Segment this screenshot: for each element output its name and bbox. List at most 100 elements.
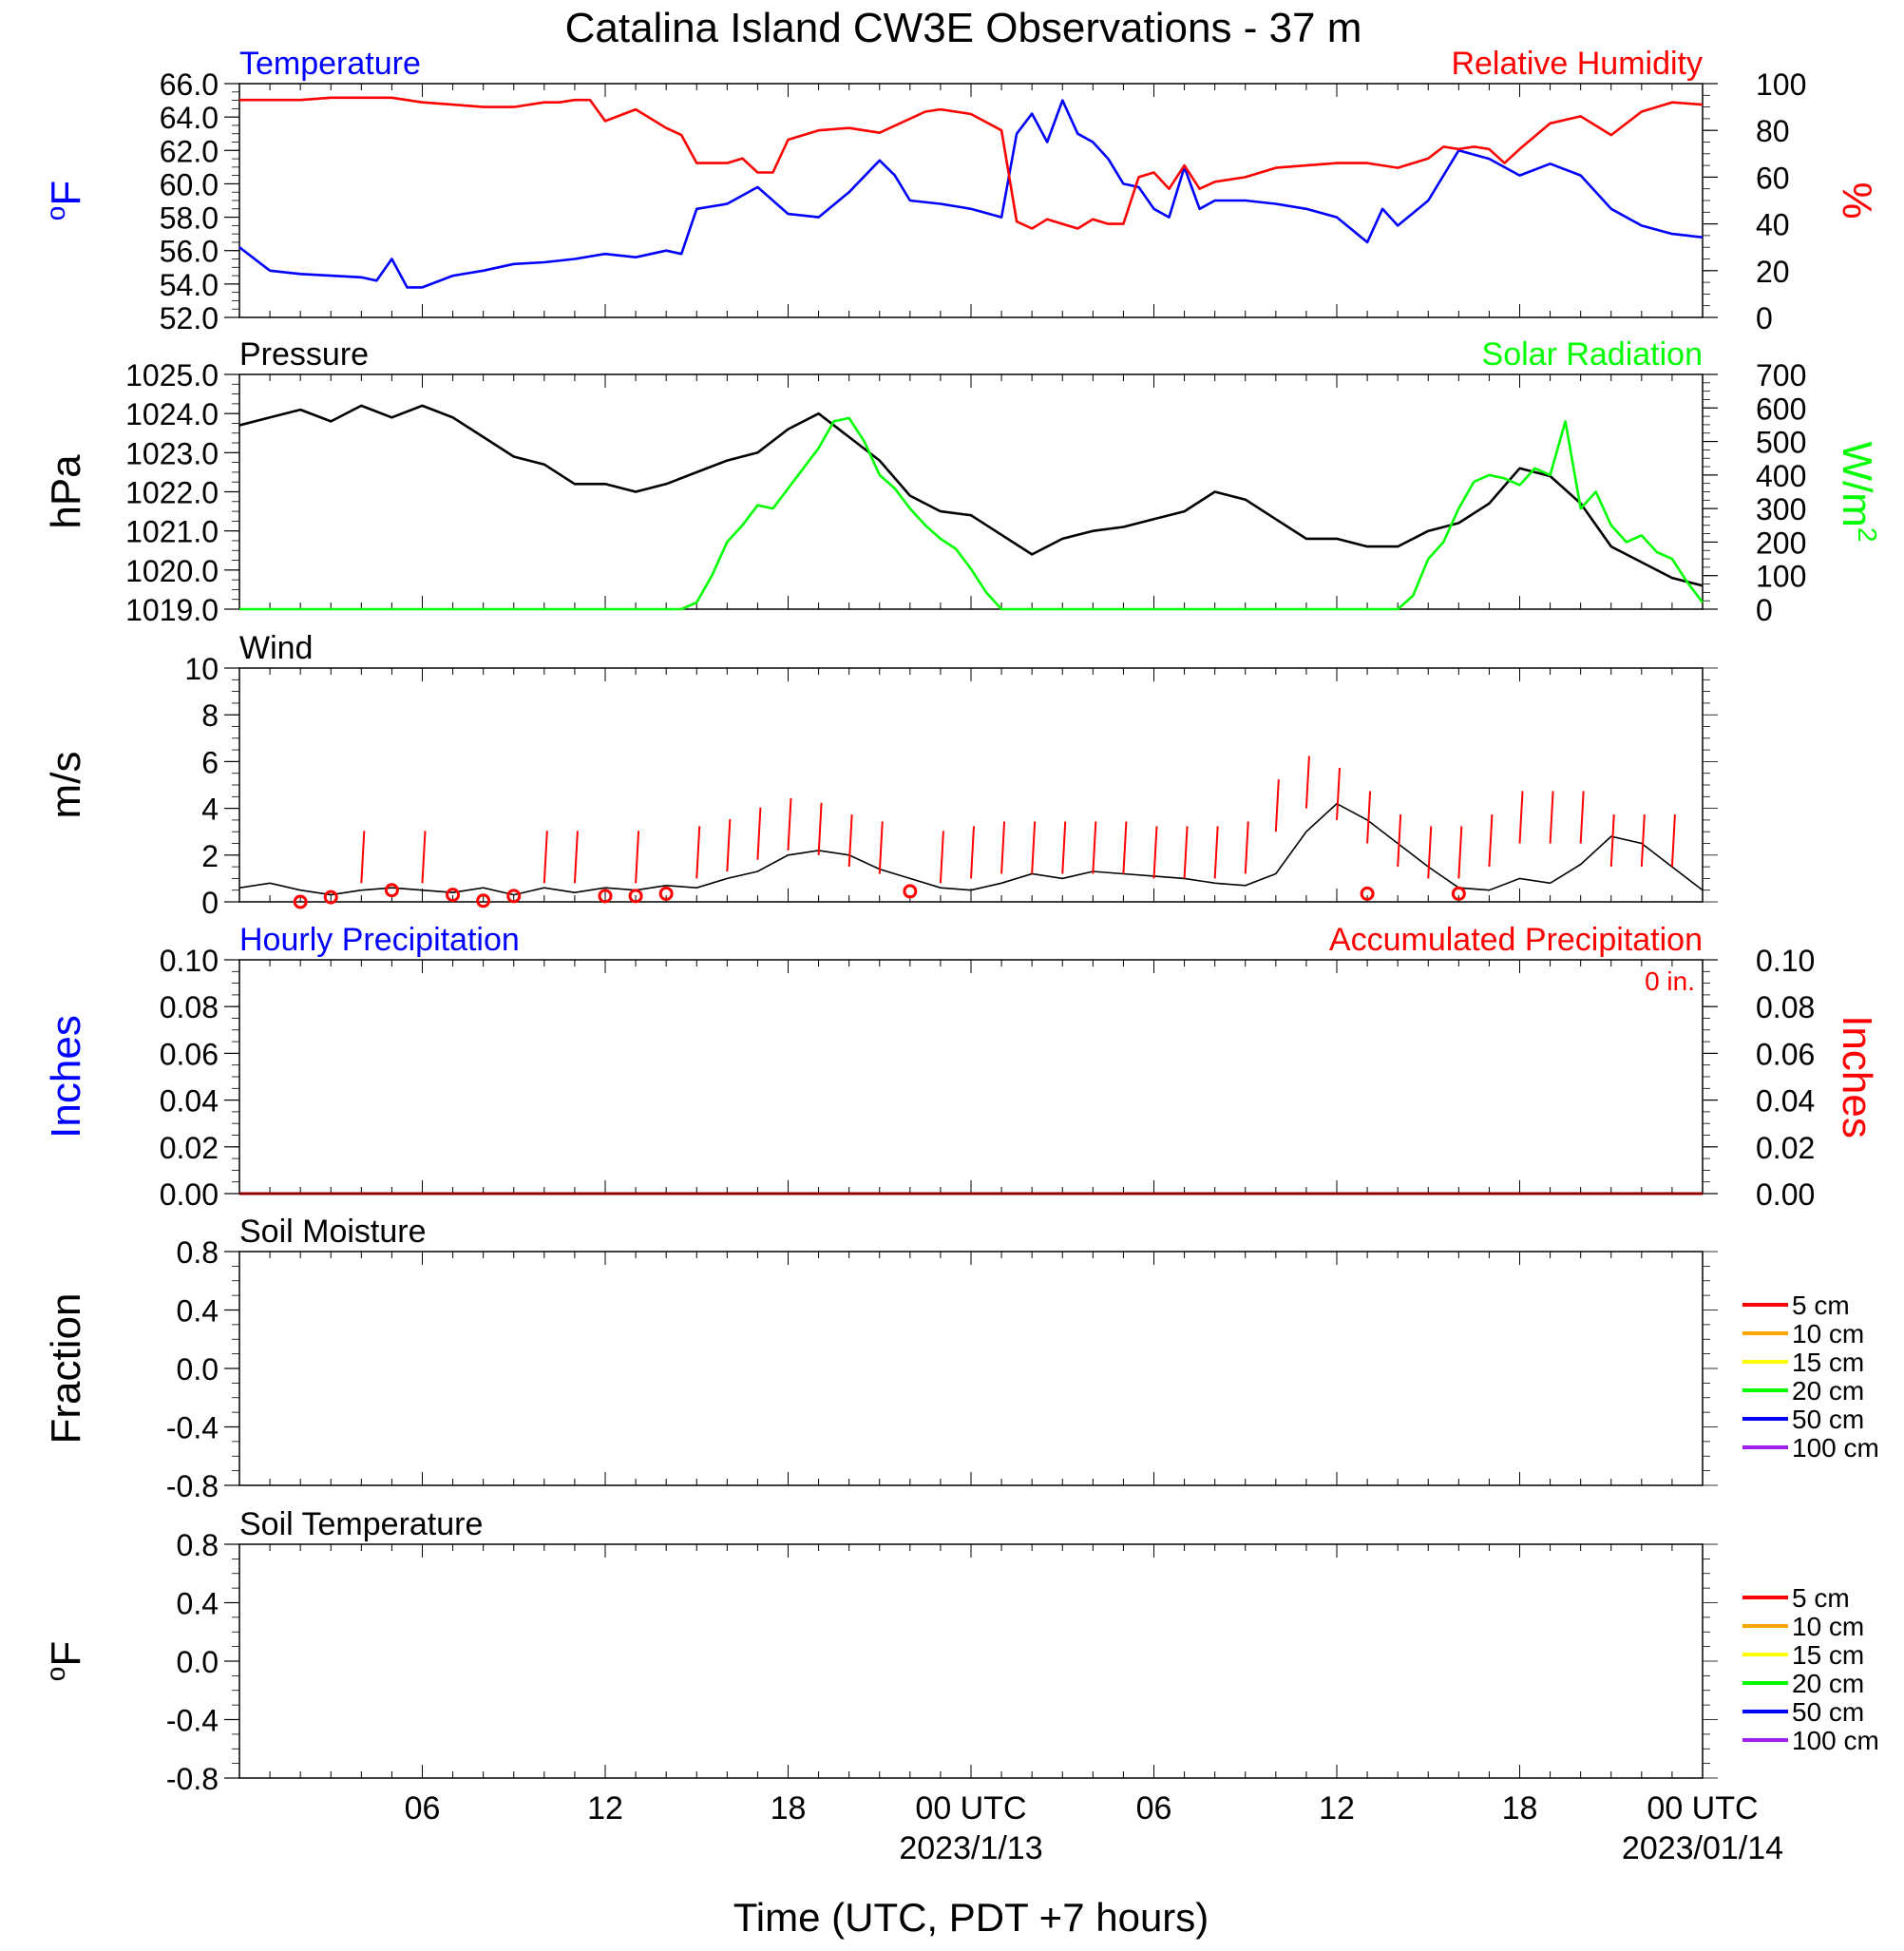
legend-label: 15 cm — [1792, 1640, 1864, 1670]
y-tick-label: 0.0 — [177, 1645, 219, 1679]
y-right-tick-label: 0.10 — [1756, 944, 1815, 978]
y-right-tick-label: 0.04 — [1756, 1084, 1815, 1119]
panel-frame — [238, 83, 1704, 318]
wind-barb — [1304, 756, 1310, 809]
legend-label: 100 cm — [1792, 1433, 1879, 1463]
y-right-tick-label: 0.00 — [1756, 1177, 1815, 1212]
y-tick-label: 0.06 — [160, 1037, 219, 1071]
legend-label: 20 cm — [1792, 1376, 1864, 1406]
y-right-tick-label: 500 — [1756, 426, 1806, 460]
legend-label: 10 cm — [1792, 1612, 1864, 1641]
x-tick-label: 18 — [771, 1790, 807, 1827]
wind-barb — [1427, 826, 1433, 879]
y-tick-label: 0 — [201, 886, 219, 920]
calm-marker — [476, 893, 491, 909]
panels: 66.064.062.060.058.056.054.052.010080604… — [41, 46, 1882, 1796]
calm-marker — [1360, 886, 1375, 901]
wind-barb — [787, 797, 792, 851]
wind-barb — [1488, 814, 1494, 868]
y-right-tick-label: 300 — [1756, 492, 1806, 526]
wind-barb — [1336, 767, 1341, 820]
y-axis-unit-left: oF — [41, 1641, 89, 1681]
legend-label: 15 cm — [1792, 1348, 1864, 1377]
calm-marker — [628, 889, 643, 904]
y-tick-label: 0.10 — [160, 944, 219, 978]
y-tick-label: 1025.0 — [125, 358, 219, 392]
panel-frame — [238, 1543, 1704, 1779]
y-tick-label: 62.0 — [160, 134, 219, 168]
legend-label: 50 cm — [1792, 1405, 1864, 1434]
unit-letter: F — [43, 181, 89, 206]
y-right-tick-label: 0.08 — [1756, 990, 1815, 1024]
wind-barb — [1397, 814, 1402, 868]
wind-barb — [360, 831, 366, 884]
wind-barb — [878, 821, 884, 874]
legend-label: 5 cm — [1792, 1583, 1850, 1613]
wind-barb — [1579, 791, 1585, 844]
y-axis-unit-left: Inches — [43, 1015, 89, 1138]
y-right-tick-label: 600 — [1756, 392, 1806, 426]
x-date-label: 2023/01/14 — [1622, 1830, 1783, 1866]
panel-frame — [238, 1251, 1704, 1486]
y-tick-label: 0.02 — [160, 1131, 219, 1165]
y-right-tick-label: 400 — [1756, 459, 1806, 493]
calm-marker — [293, 894, 308, 909]
wind-barb — [1274, 779, 1280, 832]
wind-barb — [939, 831, 944, 884]
wind-barb — [421, 831, 427, 884]
calm-marker — [658, 886, 674, 901]
y-axis-unit-right: Inches — [1834, 1015, 1880, 1138]
y-axis-unit-left: Fraction — [43, 1293, 89, 1444]
y-tick-label: 8 — [201, 698, 219, 733]
y-right-tick-label: 100 — [1756, 67, 1806, 102]
panel-pressure-solar: 1025.0 1024.0 1023.0 1022.0 1021.0 1020.0 1019… — [43, 336, 1882, 627]
y-tick-label: 0.4 — [177, 1294, 219, 1329]
y-tick-label: 0.08 — [160, 990, 219, 1024]
calm-marker — [903, 884, 918, 899]
wind-barb — [1183, 826, 1189, 879]
y-tick-label: 1022.0 — [125, 476, 219, 510]
y-tick-label: -0.4 — [166, 1704, 219, 1738]
x-tick-label: 00 UTC — [915, 1790, 1026, 1827]
x-date-label: 2023/1/13 — [899, 1830, 1042, 1866]
y-tick-label: 60.0 — [160, 167, 219, 201]
series-line-relative-humidity — [239, 96, 1704, 230]
unit-letter: F — [43, 1641, 89, 1667]
y-right-tick-label: 0 — [1756, 593, 1773, 627]
y-tick-label: 1020.0 — [125, 554, 219, 588]
calm-marker — [446, 888, 461, 903]
y-tick-label: 0.8 — [177, 1235, 219, 1270]
panel-frame — [238, 959, 1704, 1195]
panel-title-right: Solar Radiation — [1482, 336, 1703, 373]
wind-barb — [847, 814, 853, 868]
y-right-tick-label: 60 — [1756, 161, 1790, 195]
wind-barb — [1244, 821, 1249, 874]
y-tick-label: 0.0 — [177, 1352, 219, 1387]
y-right-tick-label: 0 — [1756, 301, 1773, 335]
y-axis-unit-right: % — [1834, 182, 1880, 219]
wind-barb — [970, 826, 975, 879]
panel-frame — [238, 373, 1704, 610]
unit-text: W/m — [1834, 442, 1880, 527]
wind-barb — [1518, 791, 1524, 844]
wind-barb — [695, 826, 701, 879]
calm-marker — [384, 883, 399, 898]
y-tick-label: 0.04 — [160, 1084, 219, 1119]
y-axis-unit-right: W/m2 — [1834, 442, 1882, 543]
x-tick-label: 18 — [1502, 1790, 1538, 1827]
y-tick-label: 6 — [201, 745, 219, 779]
panel-title-left: Hourly Precipitation — [239, 922, 520, 958]
x-tick-label: 06 — [1136, 1790, 1172, 1827]
wind-barb — [1000, 821, 1006, 874]
x-tick-label: 12 — [1319, 1790, 1355, 1827]
wind-barb — [1457, 826, 1463, 879]
x-tick-label: 12 — [587, 1790, 623, 1827]
panel-wind: 10 8 6 4 2 0 Wind m/s — [43, 630, 1718, 920]
legend-label: 100 cm — [1792, 1726, 1879, 1755]
x-tick-label: 00 UTC — [1647, 1790, 1758, 1827]
y-tick-label: 1019.0 — [125, 593, 219, 627]
calm-marker — [323, 889, 338, 905]
y-axis-unit-left: oF — [41, 181, 89, 220]
